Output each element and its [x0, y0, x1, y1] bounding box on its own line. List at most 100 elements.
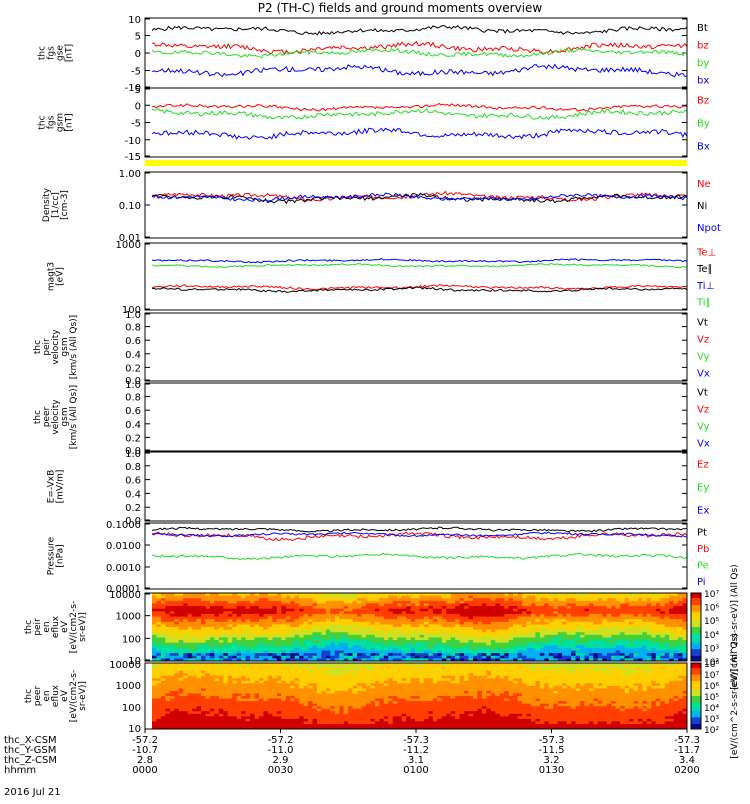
- ylabel-peer_vel: [km/s (All Qs)]: [69, 385, 79, 449]
- ytick-efield: 0.4: [125, 489, 141, 500]
- ytick-pressure: 0.1000: [106, 520, 141, 531]
- series-fgs_gse-black: [152, 25, 687, 35]
- series-temperature-green: [152, 264, 687, 268]
- ytick-temperature: 1000: [116, 240, 141, 251]
- ytick-peir_vel: 0.8: [125, 323, 141, 334]
- ytick-fgs_gse: 5: [135, 32, 141, 43]
- ytick-fgs_gsm: 5: [135, 85, 141, 96]
- ylabel-temperature: [eV]: [56, 267, 66, 286]
- panel-frame: [145, 383, 687, 451]
- panel-frame: [145, 313, 687, 381]
- legend-fgs_gse: by: [697, 58, 709, 69]
- ylabel-efield: [mV/m]: [56, 470, 66, 504]
- ytick-peir_en: 100: [122, 634, 141, 645]
- ytick-peir_vel: 0.6: [125, 336, 141, 347]
- ytick-fgs_gsm: -10: [125, 136, 141, 147]
- legend-peer_vel: Vx: [697, 439, 710, 450]
- ytick-efield: 0.8: [125, 462, 141, 473]
- chart-title: P2 (TH-C) fields and ground moments over…: [258, 1, 543, 15]
- ytick-peir_vel: 0.4: [125, 350, 141, 361]
- ylabel-peir_en: sr-eV)]: [78, 612, 88, 642]
- legend-pressure: Pt: [697, 527, 707, 538]
- colorbar-tick: 10⁵: [704, 617, 719, 627]
- ytick-pressure: 0.0010: [106, 563, 141, 574]
- series-temperature-black: [152, 287, 687, 292]
- ytick-efield: 1.0: [125, 449, 141, 460]
- ylabel-fgs_gsm: [nT]: [65, 113, 75, 131]
- ytick-peer_en: 1000: [116, 681, 141, 692]
- legend-fgs_gsm: Bz: [697, 96, 709, 107]
- legend-temperature: Te⊥: [696, 247, 716, 258]
- ytick-peer_vel: 0.6: [125, 406, 141, 417]
- ytick-fgs_gsm: -15: [125, 152, 141, 163]
- ylabel-peer_en: sr-eV)]: [78, 681, 88, 711]
- ytick-fgs_gse: 10: [128, 15, 141, 26]
- ytick-pressure: 0.0100: [106, 541, 141, 552]
- legend-peir_vel: Vy: [697, 352, 710, 363]
- legend-peir_vel: Vx: [697, 369, 710, 380]
- series-fgs_gse-blue: [152, 65, 687, 77]
- ytick-peir_vel: 1.0: [125, 310, 141, 321]
- colorbar-tick: 10³: [704, 644, 719, 654]
- series-fgs_gse-green: [152, 49, 687, 58]
- ytick-fgs_gse: -5: [131, 67, 141, 78]
- ytick-peer_vel: 0.8: [125, 393, 141, 404]
- legend-density: Ni: [697, 201, 707, 212]
- series-temperature-blue: [152, 259, 687, 263]
- ylabel-fgs_gse: [nT]: [65, 44, 75, 62]
- series-pressure-black: [152, 527, 687, 532]
- legend-fgs_gse: bz: [697, 40, 709, 51]
- ytick-density: 0.10: [119, 201, 141, 212]
- legend-fgs_gse: bx: [697, 75, 709, 86]
- panel-frame: [145, 243, 687, 310]
- ytick-peir_en: 10000: [109, 590, 141, 601]
- ytick-peer_vel: 0.4: [125, 420, 141, 431]
- legend-temperature: Ti∥: [696, 298, 711, 309]
- series-fgs_gsm-red: [152, 104, 687, 112]
- legend-fgs_gse: Bt: [697, 23, 708, 34]
- data-gap-bar: [145, 160, 687, 166]
- legend-peer_vel: Vt: [697, 388, 708, 399]
- legend-density: Npot: [697, 223, 721, 234]
- legend-temperature: Te∥: [696, 264, 713, 275]
- panel-pressure: Pressure[nPa]0.10000.01000.00100.0001PtP…: [47, 520, 710, 595]
- legend-pressure: Pi: [697, 577, 706, 588]
- legend-density: Ne: [697, 179, 711, 190]
- ylabel-density: [cm-3]: [60, 190, 70, 220]
- ylabel-pressure: [nPa]: [56, 544, 66, 567]
- series-fgs_gsm-blue: [152, 128, 687, 139]
- legend-efield: Ex: [697, 506, 709, 517]
- ytick-peer_vel: 0.2: [125, 433, 141, 444]
- panel-frame: [145, 452, 687, 521]
- ytick-peer_vel: 1.0: [125, 380, 141, 391]
- ytick-fgs_gse: 0: [135, 49, 141, 60]
- ytick-fgs_gsm: -5: [131, 119, 141, 130]
- legend-fgs_gsm: Bx: [697, 142, 710, 153]
- ytick-peir_en: 1000: [116, 612, 141, 623]
- series-fgs_gsm-green: [152, 109, 687, 120]
- ytick-peer_en: 10000: [109, 660, 141, 671]
- panel-frame: [145, 88, 687, 157]
- ytick-density: 1.00: [119, 169, 141, 180]
- panel-frame: [145, 172, 687, 238]
- legend-peer_vel: Vy: [697, 422, 710, 433]
- colorbar-tick: 10⁷: [704, 590, 719, 600]
- legend-peir_vel: Vz: [697, 335, 709, 346]
- colorbar-tick: 10⁶: [704, 604, 719, 614]
- legend-peer_vel: Vz: [697, 405, 709, 416]
- legend-efield: Ez: [697, 460, 709, 471]
- legend-temperature: Ti⊥: [696, 281, 714, 292]
- ytick-fgs_gsm: 0: [135, 101, 141, 112]
- legend-efield: Ey: [697, 483, 709, 494]
- colorbar-tick: 10⁴: [704, 631, 719, 641]
- legend-peir_vel: Vt: [697, 318, 708, 329]
